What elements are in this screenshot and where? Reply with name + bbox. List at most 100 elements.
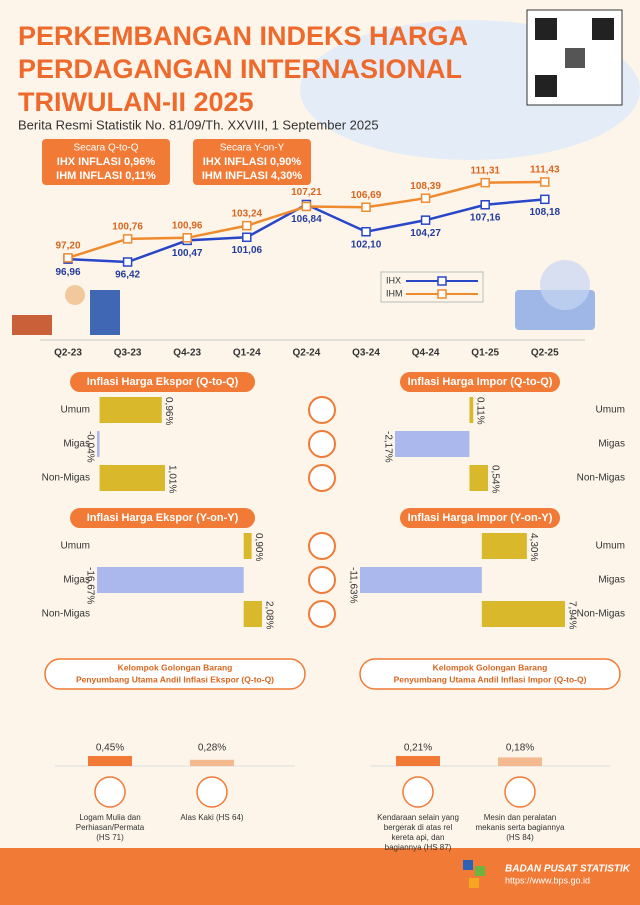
title-line: PERDAGANGAN INTERNASIONAL [18,54,462,84]
section-title-box [359,658,621,690]
title-line: PERKEMBANGAN INDEKS HARGA [18,21,468,51]
x-tick-label: Q1-24 [233,348,261,359]
value-label: 111,31 [470,165,500,176]
section-title: Inflasi Harga Impor (Y-on-Y) [408,512,553,524]
item-icon [94,776,126,808]
marker [361,202,371,213]
category-label: Migas [598,439,625,450]
item-label: Logam Mulia dan Perhiasan/Permata (HS 71) [76,813,145,842]
x-tick-label: Q1-25 [471,348,499,359]
marker [361,226,371,237]
footer-org: BADAN PUSAT STATISTIK [505,864,631,875]
footer-url: https://www.bps.go.id [505,875,590,885]
category-label: Non-Migas [577,473,625,484]
x-tick-label: Q4-24 [412,348,440,359]
section-title-box [70,372,255,392]
value-label: 102,10 [351,239,382,250]
x-tick-label: Q2-23 [54,348,82,359]
section-title: Inflasi Harga Impor (Q-to-Q) [408,376,553,388]
section-title: Penyumbang Utama Andil Inflasi Ekspor (Q… [76,674,274,684]
value-label: 0,11% [475,397,486,425]
item-label: Mesin dan peralatan mekanis serta bagiann… [476,813,565,842]
bar [88,756,132,766]
marker [480,200,490,210]
category-label: Migas [63,439,90,450]
category-label: Umum [61,541,90,552]
category-label: Non-Migas [577,609,625,620]
value-label: 7,94% [566,601,577,629]
value-label: 101,06 [232,245,263,256]
bar [481,533,527,559]
value-label: 108,39 [410,181,441,192]
value-label: 108,18 [530,207,561,218]
section-title: Kelompok Golongan Barang [433,662,548,672]
summary-heading: Secara Y-on-Y [220,143,285,154]
value-label: 104,27 [410,228,441,239]
section-title-box [400,372,560,392]
bar [97,431,100,457]
icon [308,430,336,458]
qr-corner [592,18,614,40]
category-label: Umum [61,405,90,416]
section-title-box [70,508,255,528]
bar [243,533,252,559]
icon [308,600,336,628]
bar [243,601,262,627]
bar [360,567,482,593]
x-tick-label: Q2-25 [531,348,559,359]
x-tick-label: Q2-24 [293,348,321,359]
item-icon [402,776,434,808]
summary-line: IHM INFLASI 4,30% [202,170,302,182]
category-label: Umum [596,541,625,552]
bar [97,567,244,593]
bar [190,759,234,766]
value-label: 0,90% [253,533,264,561]
item-label: Kendaraan selain yang bergerak di atas re… [377,813,459,852]
value-label: 107,21 [291,187,322,198]
x-tick-label: Q3-24 [352,348,380,359]
title-line: TRIWULAN-II 2025 [18,87,254,117]
summary-heading: Secara Q-to-Q [73,143,138,154]
category-label: Migas [63,575,90,586]
legend-marker [437,276,447,286]
value-label: 0,28% [198,743,226,754]
value-label: 106,69 [351,190,382,201]
icon [308,396,336,424]
section-title: Penyumbang Utama Andil Inflasi Impor (Q-… [394,674,587,684]
value-label: 0,45% [96,743,124,754]
icon [308,566,336,594]
marker [540,177,550,187]
qr-corner [535,75,557,97]
value-label: -16,67% [84,567,95,604]
marker [242,220,252,231]
section-title: Inflasi Harga Ekspor (Y-on-Y) [87,512,239,524]
section-title: Kelompok Golongan Barang [118,662,233,672]
value-label: 0,54% [489,465,500,493]
bar [469,397,474,423]
legend-label: IHX [386,275,401,285]
summary-line: IHX INFLASI 0,96% [57,156,156,168]
logo [475,866,485,876]
value-label: 107,16 [470,212,501,223]
section-title-box [44,658,306,690]
logo [469,878,479,888]
category-label: Non-Migas [42,473,90,484]
marker [480,177,490,188]
item-icon [504,776,536,808]
marker [122,257,133,267]
bar [469,465,488,491]
value-label: 97,20 [55,240,80,251]
marker [420,215,431,225]
bar [498,757,542,766]
value-label: 96,42 [115,270,140,281]
summary-box [42,139,170,185]
value-label: 103,24 [232,208,263,219]
category-label: Non-Migas [42,609,90,620]
value-label: 0,18% [506,743,534,754]
bar [395,431,470,457]
icon-column [308,396,336,628]
legend-marker [437,289,447,299]
logo [463,860,473,870]
